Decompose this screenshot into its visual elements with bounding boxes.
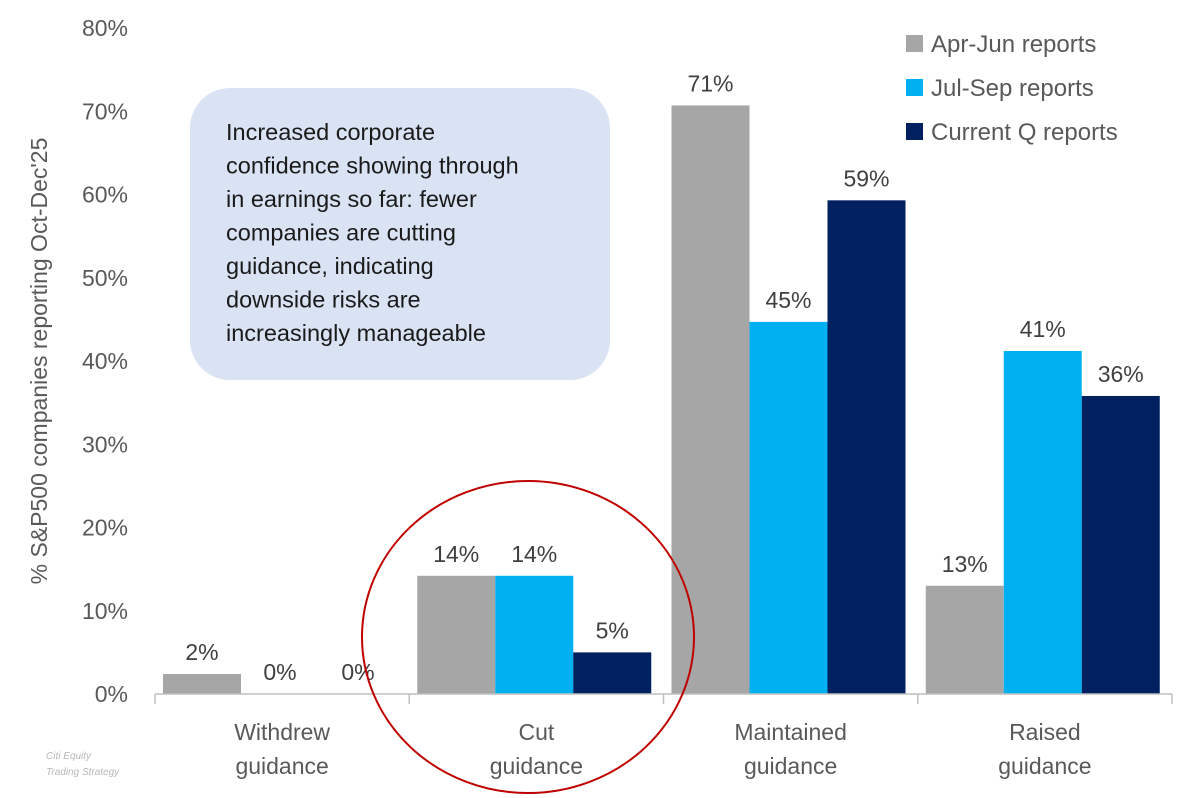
y-tick-label: 70%: [82, 98, 128, 124]
annotation-text-line: downside risks are: [226, 287, 421, 313]
data-label: 13%: [942, 551, 988, 577]
data-label: 14%: [433, 541, 479, 567]
category-label: guidance: [235, 753, 328, 779]
legend-swatch: [906, 79, 923, 96]
category-label: Withdrew: [234, 719, 330, 745]
y-tick-label: 10%: [82, 598, 128, 624]
annotation-text-line: guidance, indicating: [226, 253, 434, 279]
annotation-text-line: increasingly manageable: [226, 320, 486, 346]
y-tick-label: 0%: [95, 681, 128, 707]
data-label: 5%: [596, 617, 629, 643]
bar-jul-sep-reports-cat3: [1003, 351, 1082, 694]
category-label: guidance: [490, 753, 583, 779]
category-label: guidance: [744, 753, 837, 779]
y-tick-label: 50%: [82, 265, 128, 291]
category-label: Cut: [518, 719, 554, 745]
bar-jul-sep-reports-cat2: [749, 321, 828, 694]
data-label: 14%: [511, 541, 557, 567]
bar-jul-sep-reports-cat1: [495, 575, 574, 694]
bar-apr-jun-reports-cat3: [925, 585, 1004, 694]
bar-apr-jun-reports-cat0: [163, 674, 241, 694]
data-label: 41%: [1020, 316, 1066, 342]
y-tick-label: 20%: [82, 515, 128, 541]
data-label: 59%: [843, 165, 889, 191]
bar-current-q-reports-cat1: [573, 652, 652, 694]
legend: Apr-Jun reports Jul-Sep reports Current Q …: [906, 31, 1118, 146]
watermark: Citi Equity Trading Strategy: [46, 751, 120, 778]
y-axis-label: % S&P500 companies reporting Oct-Dec'25: [26, 138, 52, 585]
data-label: 2%: [185, 639, 218, 665]
watermark-text: Citi Equity: [46, 751, 92, 762]
annotation-text-line: in earnings so far: fewer: [226, 186, 477, 212]
annotation-text-line: Increased corporate: [226, 119, 435, 145]
data-label: 71%: [687, 70, 733, 96]
annotation-box: Increased corporate confidence showing th…: [190, 88, 695, 794]
watermark-text: Trading Strategy: [46, 767, 120, 778]
highlight-circle: [361, 480, 695, 794]
legend-label: Current Q reports: [931, 119, 1118, 146]
bar-current-q-reports-cat3: [1081, 395, 1160, 694]
y-tick-label: 30%: [82, 431, 128, 457]
legend-swatch: [906, 123, 923, 140]
legend-label: Jul-Sep reports: [931, 75, 1094, 102]
annotation-background: [190, 88, 610, 380]
bar-apr-jun-reports-cat2: [671, 105, 750, 695]
axes-layer: Withdrew guidance Cut guidance Maintained gui…: [26, 15, 1173, 779]
legend-swatch: [906, 35, 923, 52]
y-tick-label: 80%: [82, 15, 128, 41]
annotation-text-line: companies are cutting: [226, 220, 456, 246]
category-label: Maintained: [734, 719, 847, 745]
legend-label: Apr-Jun reports: [931, 31, 1096, 58]
bar-current-q-reports-cat2: [827, 200, 906, 694]
data-label: 45%: [765, 287, 811, 313]
annotation-text-line: confidence showing through: [226, 153, 519, 179]
data-label: 0%: [263, 659, 296, 685]
category-label: Raised: [1009, 719, 1081, 745]
bars-layer: [163, 105, 1160, 695]
data-labels-layer: 2%14%71%13%0%14%45%41%0%5%59%36%: [185, 70, 1143, 685]
bar-apr-jun-reports-cat1: [417, 575, 496, 694]
category-label: guidance: [998, 753, 1091, 779]
y-tick-label: 40%: [82, 348, 128, 374]
data-label: 36%: [1098, 361, 1144, 387]
y-tick-label: 60%: [82, 182, 128, 208]
